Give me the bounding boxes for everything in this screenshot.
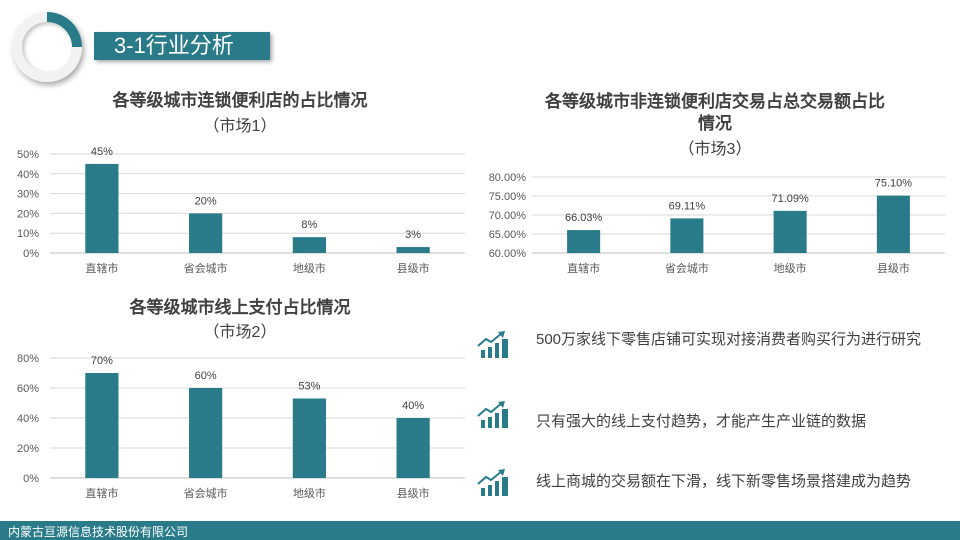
y-tick-label: 50% [17, 149, 39, 161]
y-tick-label: 65.00% [489, 229, 527, 241]
data-label: 66.03% [565, 212, 603, 224]
y-tick-label: 0% [23, 473, 39, 485]
y-tick-label: 40% [17, 413, 39, 425]
x-tick-label: 县级市 [397, 486, 430, 500]
growth-chart-icon [477, 469, 508, 496]
y-tick-label: 10% [17, 228, 39, 240]
data-label: 8% [301, 219, 317, 231]
bullet-text: 只有强大的线上支付趋势，才能产生产业链的数据 [536, 413, 867, 430]
x-tick-label: 地级市 [293, 261, 326, 275]
bullet-item: 线上商城的交易额在下滑，线下新零售场景搭建成为趋势 [476, 468, 926, 498]
bar [876, 195, 910, 253]
x-tick-label: 省会城市 [184, 486, 228, 500]
chart3-subtitle: （市场3） [678, 141, 752, 158]
chart3-title-line1: 各等级城市非连锁便利店交易占总交易额占比 [545, 92, 885, 111]
data-label: 53% [298, 381, 320, 393]
y-tick-label: 30% [17, 189, 39, 201]
y-tick-label: 0% [23, 248, 39, 260]
x-tick-label: 县级市 [877, 261, 910, 275]
growth-chart-icon [477, 331, 508, 358]
x-tick-label: 直辖市 [85, 261, 118, 275]
data-label: 69.11% [669, 200, 706, 212]
y-tick-label: 20% [17, 208, 39, 220]
chart1-title: 各等级城市连锁便利店的占比情况 [112, 91, 368, 110]
bar [396, 418, 430, 478]
y-tick-label: 20% [17, 443, 39, 455]
bar [670, 218, 704, 253]
bullet-item: 只有强大的线上支付趋势，才能产生产业链的数据 [476, 400, 926, 431]
bar [85, 163, 119, 253]
chart2-title: 各等级城市线上支付占比情况 [129, 298, 351, 317]
section-title: 3-1行业分析 [94, 32, 270, 60]
bar [567, 230, 601, 253]
bar [292, 398, 326, 478]
y-tick-label: 70.00% [489, 210, 527, 222]
growth-chart-icon [477, 401, 508, 428]
bullet-text: 线上商城的交易额在下滑，线下新零售场景搭建成为趋势 [536, 473, 912, 490]
bar [292, 237, 326, 253]
chart3-title-line2: 情况 [698, 114, 732, 133]
bar [773, 210, 807, 253]
x-tick-label: 直辖市 [567, 261, 600, 275]
bar [85, 373, 119, 478]
y-tick-label: 80% [17, 353, 39, 365]
chart1-subtitle: （市场1） [203, 118, 277, 135]
data-label: 75.10% [875, 178, 913, 190]
x-tick-label: 地级市 [293, 486, 326, 500]
bullet-item: 500万家线下零售店铺可实现对接消费者购买行为进行研究 [476, 330, 926, 360]
data-label: 3% [405, 229, 421, 241]
footer-bar: 内蒙古亘源信息技术股份有限公司 [0, 521, 960, 540]
bar [189, 213, 223, 253]
y-tick-label: 60% [17, 383, 39, 395]
data-label: 45% [91, 146, 113, 158]
bar [396, 247, 430, 253]
x-tick-label: 直辖市 [85, 486, 118, 500]
y-tick-label: 75.00% [489, 191, 527, 203]
y-tick-label: 40% [17, 169, 39, 181]
data-label: 71.09% [771, 193, 809, 205]
y-tick-label: 60.00% [489, 248, 527, 260]
company-name: 内蒙古亘源信息技术股份有限公司 [8, 525, 189, 539]
x-tick-label: 省会城市 [665, 261, 709, 275]
y-tick-label: 80.00% [489, 172, 527, 184]
bar [189, 388, 223, 478]
bullet-text: 500万家线下零售店铺可实现对接消费者购买行为进行研究 [536, 331, 922, 348]
x-tick-label: 县级市 [397, 261, 430, 275]
chart2-subtitle: （市场2） [203, 324, 277, 341]
x-tick-label: 地级市 [774, 261, 807, 275]
data-label: 60% [195, 370, 217, 382]
data-label: 70% [91, 355, 113, 367]
data-label: 20% [195, 195, 217, 207]
x-tick-label: 省会城市 [184, 261, 228, 275]
decorative-ring-icon [12, 12, 82, 82]
data-label: 40% [402, 400, 424, 412]
